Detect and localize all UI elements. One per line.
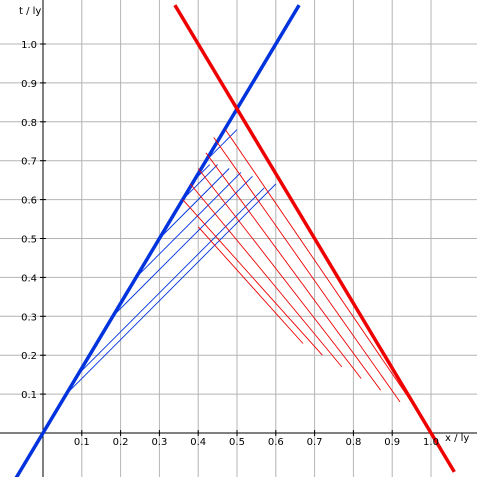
x-tick-label: 0.1 [74, 437, 90, 448]
x-axis-title: x / ly [445, 433, 469, 444]
light-signal-line [205, 129, 238, 162]
light-signal-line [197, 226, 304, 344]
light-signal-line [193, 164, 211, 181]
y-tick-label: 0.2 [21, 351, 37, 362]
light-signal-line [213, 137, 401, 403]
y-tick-label: 0.4 [21, 273, 37, 284]
y-tick-label: 0.1 [21, 390, 37, 401]
series-layer [14, 4, 456, 477]
light-signal-line [65, 183, 277, 395]
x-tick-label: 0.5 [229, 437, 245, 448]
y-tick-label: 1.0 [21, 40, 37, 51]
light-signal-line [197, 168, 362, 379]
light-signal-line [205, 152, 381, 391]
y-tick-label: 0.6 [21, 196, 37, 207]
light-signal-line [135, 172, 242, 278]
x-tick-label: 0.9 [384, 437, 400, 448]
x-tick-label: 0.8 [345, 437, 361, 448]
light-signal-line [190, 183, 343, 368]
light-signal-line [182, 164, 218, 200]
y-tick-label: 0.7 [21, 157, 37, 168]
x-tick-label: 0.3 [151, 437, 167, 448]
worldline-thick [173, 4, 456, 473]
y-tick-label: 0.9 [21, 79, 37, 90]
light-signal-line [112, 175, 253, 317]
x-tick-label: 0.7 [307, 437, 323, 448]
y-tick-label: 0.3 [21, 312, 37, 323]
light-signal-line [159, 168, 230, 239]
y-axis-title: t / ly [19, 6, 41, 17]
worldline-thick [14, 4, 301, 477]
y-tick-label: 0.5 [21, 235, 37, 246]
light-signal-line [225, 129, 420, 414]
tick-labels: 0.1 0.2 0.3 0.4 0.5 0.6 0.7 0.8 0.9 1.0 0.1 0.2 0.3 0… [21, 40, 439, 448]
x-tick-label: 0.4 [190, 437, 206, 448]
x-tick-label: 1.0 [423, 437, 439, 448]
x-tick-label: 0.2 [113, 437, 129, 448]
y-tick-label: 0.8 [21, 118, 37, 129]
x-tick-label: 0.6 [268, 437, 284, 448]
light-signal-line [182, 199, 323, 356]
light-signal-line [77, 187, 265, 375]
